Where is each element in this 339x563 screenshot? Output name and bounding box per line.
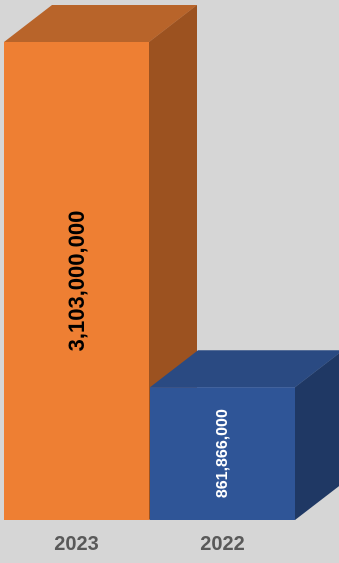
bar-side-2022 xyxy=(295,353,339,520)
bars-group: 3,103,000,000 861,866,000 xyxy=(4,5,339,520)
bar-2022 xyxy=(150,350,339,520)
bar-top-2022 xyxy=(150,350,339,388)
data-label-2022: 861,866,000 xyxy=(214,409,231,498)
data-label-2023: 3,103,000,000 xyxy=(64,211,89,352)
bar-front-2022 xyxy=(150,387,295,520)
x-tick-label-2022: 2022 xyxy=(200,533,245,555)
bar-front-2023 xyxy=(4,42,149,520)
bar-top-2023 xyxy=(4,5,197,42)
x-axis-tick-labels: 2023 2022 xyxy=(54,533,245,555)
x-tick-label-2023: 2023 xyxy=(54,533,99,555)
